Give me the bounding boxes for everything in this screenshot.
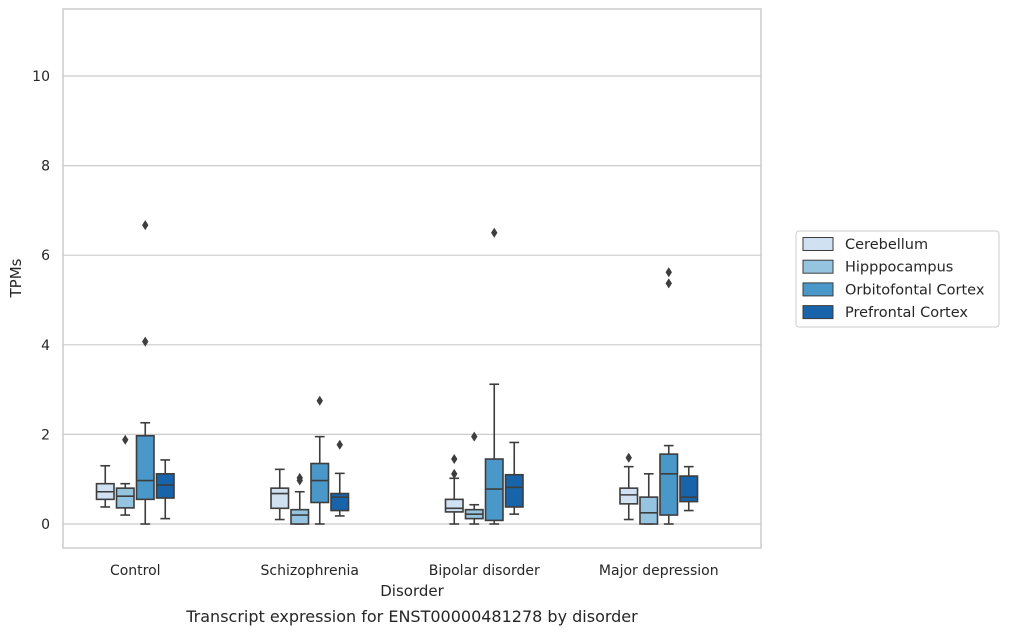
x-tick-label: Major depression — [599, 563, 719, 579]
legend-label: Hipppocampus — [845, 260, 953, 276]
x-tick-labels: Control Schizophrenia Bipolar disorder Majo… — [110, 563, 719, 579]
box — [290, 508, 310, 525]
outlier-point — [296, 472, 303, 483]
outlier-point — [122, 434, 129, 445]
y-tick-label: 4 — [41, 338, 50, 354]
box — [330, 492, 350, 512]
box — [115, 487, 135, 509]
outlier-point — [471, 431, 478, 442]
y-tick-label: 8 — [41, 159, 50, 175]
box-series — [95, 220, 699, 525]
legend-frame — [795, 230, 1000, 328]
legend-swatch — [802, 282, 834, 297]
y-tick-labels: 0 2 4 6 8 10 — [32, 69, 50, 533]
x-tick-label: Bipolar disorder — [429, 563, 540, 579]
legend-label: Cerebellum — [845, 237, 928, 253]
legend-label: Prefrontal Cortex — [845, 305, 968, 321]
x-axis-title: Disorder — [380, 582, 444, 600]
outlier-point — [142, 336, 149, 347]
outlier-point — [625, 452, 632, 463]
legend-label: Orbitofontal Cortex — [845, 282, 985, 298]
plot-area — [63, 9, 761, 548]
x-tick-label: Control — [110, 563, 161, 579]
outlier-point — [665, 267, 672, 278]
outlier-point — [142, 220, 149, 231]
legend-swatch — [802, 259, 834, 274]
box — [155, 473, 175, 499]
legend: Cerebellum Hipppocampus Orbitofontal Corte… — [795, 230, 1000, 328]
outlier-point — [336, 439, 343, 450]
box — [619, 487, 639, 505]
outlier-point — [451, 468, 458, 479]
box — [310, 462, 330, 504]
box — [444, 498, 464, 513]
y-tick-label: 2 — [41, 427, 50, 443]
box — [504, 473, 524, 508]
outlier-point — [491, 227, 498, 238]
box — [679, 475, 699, 503]
legend-swatch — [802, 305, 834, 320]
outlier-point — [665, 278, 672, 289]
box — [659, 453, 679, 516]
plot-frame — [62, 8, 762, 549]
outlier-point — [316, 395, 323, 406]
box — [135, 434, 155, 501]
legend-swatch — [802, 237, 834, 251]
y-axis-title: TPMs — [7, 258, 25, 298]
y-tick-label: 6 — [41, 248, 50, 264]
y-tick-label: 0 — [41, 517, 50, 533]
chart-caption: Transcript expression for ENST0000048127… — [185, 607, 638, 626]
box — [639, 496, 659, 525]
box — [270, 487, 290, 510]
y-tick-label: 10 — [32, 69, 50, 85]
outlier-point — [451, 454, 458, 465]
x-tick-label: Schizophrenia — [261, 563, 359, 579]
